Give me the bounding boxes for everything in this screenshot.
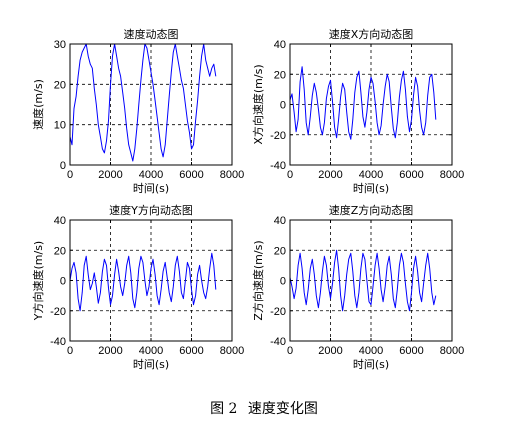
x-tick-label: 8000 bbox=[440, 345, 464, 357]
y-tick-label: 20 bbox=[54, 245, 66, 257]
x-axis-label: 时间(s) bbox=[133, 358, 169, 371]
figure-caption: 图 2 速度变化图 bbox=[0, 398, 528, 418]
x-tick-label: 6000 bbox=[399, 345, 423, 357]
figure-number: 图 2 bbox=[210, 401, 238, 417]
y-tick-label: -20 bbox=[270, 306, 286, 318]
series-line-1 bbox=[289, 249, 437, 312]
y-tick-label: 20 bbox=[274, 245, 286, 257]
x-tick-label: 0 bbox=[287, 345, 293, 357]
y-tick-label: 20 bbox=[274, 69, 286, 81]
x-tick-label: 0 bbox=[67, 169, 73, 181]
y-axis-label: Z方向速度(m/s) bbox=[251, 240, 265, 320]
y-tick-label: 0 bbox=[280, 100, 286, 112]
chart-title: 速度动态图 bbox=[124, 27, 179, 41]
x-tick-label: 8000 bbox=[220, 169, 244, 181]
y-tick-label: 30 bbox=[54, 39, 66, 51]
subplot-3: 0 2000 4000 6000 8000 -40 -20 0 20 40 速度Y方向动态图时间(s… bbox=[31, 203, 244, 371]
y-tick-label: 20 bbox=[54, 79, 66, 91]
x-tick-label: 2000 bbox=[318, 345, 342, 357]
y-tick-label: 40 bbox=[274, 39, 286, 51]
x-tick-label: 6000 bbox=[179, 345, 203, 357]
x-tick-label: 4000 bbox=[359, 169, 383, 181]
x-tick-label: 8000 bbox=[440, 169, 464, 181]
x-axis-label: 时间(s) bbox=[353, 182, 389, 195]
y-tick-label: -40 bbox=[270, 336, 286, 348]
x-tick-label: 4000 bbox=[139, 345, 163, 357]
subplot-4: 0 2000 4000 6000 8000 -40 -20 0 20 40 速度Z方向动态图时间(s… bbox=[251, 203, 464, 371]
y-axis-label: X方向速度(m/s) bbox=[251, 64, 265, 144]
x-axis-label: 时间(s) bbox=[353, 358, 389, 371]
y-tick-label: -20 bbox=[270, 130, 286, 142]
y-tick-label: -20 bbox=[50, 306, 66, 318]
y-tick-label: 40 bbox=[274, 215, 286, 227]
x-tick-label: 2000 bbox=[98, 345, 122, 357]
x-tick-label: 0 bbox=[287, 169, 293, 181]
y-axis-label: Y方向速度(m/s) bbox=[31, 241, 45, 321]
figure-caption-text: 速度变化图 bbox=[247, 401, 318, 417]
series-line-1 bbox=[69, 43, 217, 162]
x-tick-label: 0 bbox=[67, 345, 73, 357]
x-tick-label: 6000 bbox=[179, 169, 203, 181]
series-line-1 bbox=[69, 252, 217, 312]
y-axis-label: 速度(m/s) bbox=[31, 79, 45, 130]
chart-title: 速度Y方向动态图 bbox=[109, 203, 193, 217]
chart-title: 速度X方向动态图 bbox=[329, 27, 414, 41]
y-tick-label: -40 bbox=[50, 336, 66, 348]
y-tick-label: 0 bbox=[60, 160, 66, 172]
x-tick-label: 6000 bbox=[399, 169, 423, 181]
series-line-1 bbox=[289, 66, 437, 140]
y-tick-label: 0 bbox=[280, 276, 286, 288]
x-tick-label: 4000 bbox=[359, 345, 383, 357]
y-tick-label: 10 bbox=[54, 120, 66, 132]
subplot-2: 0 2000 4000 6000 8000 -40 -20 0 20 40 速度X方向动态图时间(s… bbox=[251, 27, 464, 195]
x-tick-label: 2000 bbox=[318, 169, 342, 181]
x-tick-label: 4000 bbox=[139, 169, 163, 181]
velocity-figure: 0 2000 4000 6000 80000102030速度动态图时间(s)速度(m/s… bbox=[31, 27, 464, 371]
x-tick-label: 8000 bbox=[220, 345, 244, 357]
y-tick-label: 40 bbox=[54, 215, 66, 227]
chart-title: 速度Z方向动态图 bbox=[329, 203, 414, 217]
x-tick-label: 2000 bbox=[98, 169, 122, 181]
y-tick-label: -40 bbox=[270, 160, 286, 172]
y-tick-label: 0 bbox=[60, 276, 66, 288]
x-axis-label: 时间(s) bbox=[133, 182, 169, 195]
